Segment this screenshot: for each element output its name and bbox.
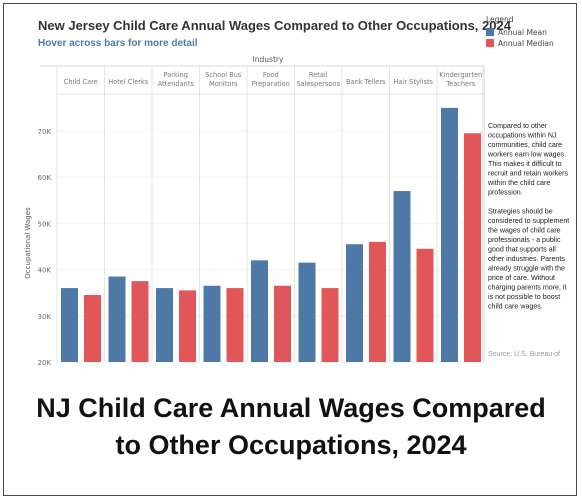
legend-title: Legend	[486, 15, 514, 24]
category-label: Food Preparation	[252, 71, 290, 88]
column-header: Industry	[253, 55, 284, 64]
chart-title: New Jersey Child Care Annual Wages Compa…	[38, 18, 512, 33]
legend-swatch	[486, 28, 494, 36]
legend-label: Annual Mean	[498, 28, 547, 37]
bar-median[interactable]	[131, 281, 149, 362]
category-label: Parking Attendants	[158, 71, 195, 88]
bar-mean[interactable]	[251, 260, 268, 362]
bar-mean[interactable]	[108, 276, 126, 362]
bar-mean[interactable]	[441, 107, 458, 363]
category-label: Retail Salespersons	[296, 71, 340, 88]
category-label: Hotel Clerks	[108, 78, 149, 86]
category-headers: Child Care Hotel Clerks Parking Attendants S…	[64, 71, 482, 88]
bar-median[interactable]	[179, 290, 196, 362]
grid	[40, 65, 485, 363]
bar-mean[interactable]	[346, 244, 363, 362]
bar-mean[interactable]	[393, 191, 411, 362]
chart: New Jersey Child Care Annual Wages Compa…	[24, 15, 569, 367]
bar-median[interactable]	[274, 285, 291, 362]
bar-median[interactable]	[84, 295, 101, 362]
bar-median[interactable]	[416, 248, 434, 362]
bar-mean[interactable]	[203, 285, 221, 362]
bar-median[interactable]	[369, 241, 386, 362]
category-label: Child Care	[64, 78, 98, 86]
legend-label: Annual Median	[498, 39, 554, 48]
bar-median[interactable]	[321, 288, 339, 362]
annotation-text: Compared to other occupations within NJ co…	[487, 122, 569, 311]
y-tick-label: 70K	[38, 128, 52, 136]
bar-median[interactable]	[464, 133, 481, 362]
legend: Legend Annual Mean Annual Median	[486, 15, 554, 48]
bar-mean[interactable]	[61, 288, 78, 362]
bars	[61, 107, 481, 363]
chart-subtitle: Hover across bars for more detail	[38, 38, 198, 49]
figure-caption: NJ Child Care Annual Wages Compared to O…	[0, 390, 582, 464]
y-tick-label: 40K	[38, 267, 52, 275]
y-axis-ticks: 20K 30K 40K 50K 60K 70K	[38, 128, 52, 367]
bar-mean[interactable]	[156, 288, 173, 362]
category-label: Kindergarten Teachers	[439, 71, 482, 88]
figure-frame	[3, 3, 577, 496]
caption-line-2: to Other Occupations, 2024	[115, 430, 467, 460]
category-label: Bank Tellers	[346, 78, 386, 86]
y-tick-label: 30K	[38, 313, 52, 321]
annotation: Compared to other occupations within NJ co…	[487, 122, 569, 358]
legend-swatch	[486, 39, 494, 47]
bar-mean[interactable]	[298, 262, 316, 362]
bar-median[interactable]	[226, 288, 244, 362]
y-axis-label: Occupational Wages	[24, 207, 32, 279]
caption-line-1: NJ Child Care Annual Wages Compared	[36, 393, 546, 423]
category-label: Hair Stylists	[394, 78, 434, 86]
y-tick-label: 50K	[38, 220, 52, 228]
y-tick-label: 20K	[38, 359, 52, 367]
source-note: Source: U.S. Bureau of	[488, 351, 560, 358]
category-label: School Bus Monitors	[205, 71, 242, 88]
y-tick-label: 60K	[38, 174, 52, 182]
